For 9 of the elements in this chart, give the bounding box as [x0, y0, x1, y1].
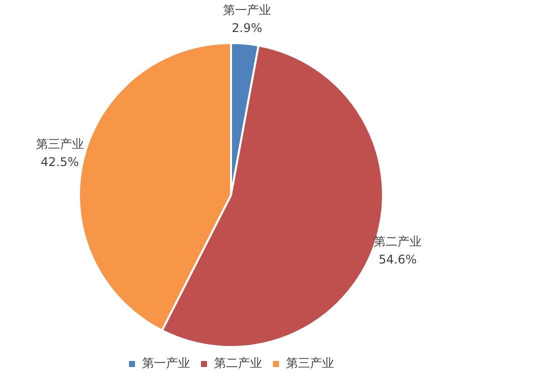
legend-label: 第一产业 — [142, 356, 190, 370]
slice-label: 第三产业 — [36, 137, 84, 152]
slice-label: 第一产业 — [223, 2, 272, 17]
legend-label: 第三产业 — [286, 356, 334, 370]
data-label: 54.6% — [378, 252, 417, 267]
data-label: 2.9% — [232, 20, 262, 35]
data-label: 42.5% — [40, 155, 79, 170]
slice-label: 第二产业 — [374, 234, 422, 249]
legend-label: 第二产业 — [214, 356, 262, 370]
